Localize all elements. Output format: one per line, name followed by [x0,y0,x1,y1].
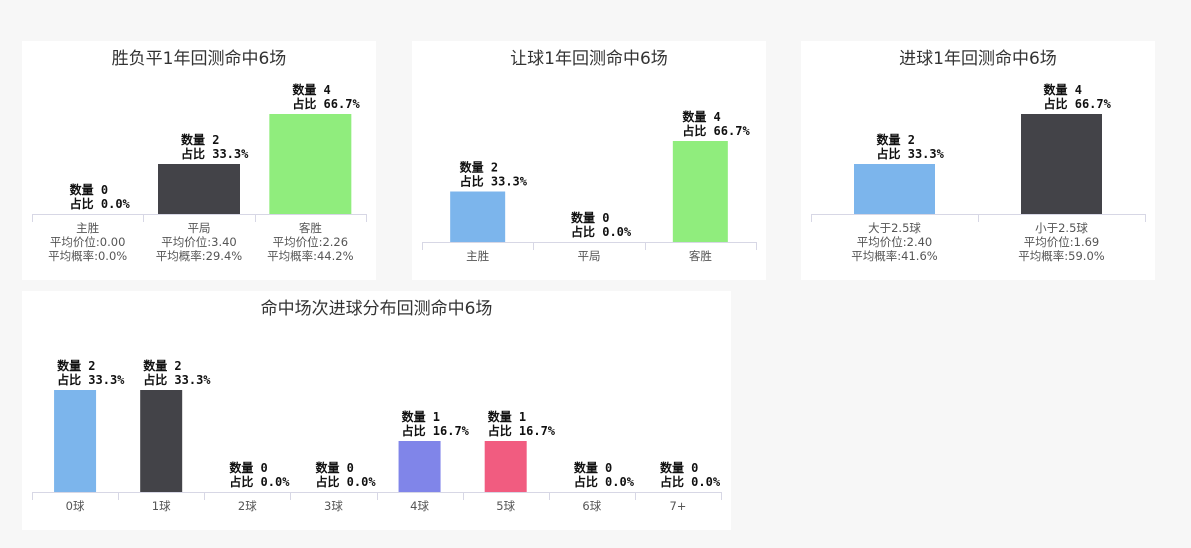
data-label-ratio: 占比 33.3% [143,372,211,387]
x-tick-detail: 平均概率:59.0% [1018,249,1104,263]
x-tick-label: 主胜 [76,221,99,235]
data-label-count: 数量 0 [229,460,267,475]
x-tick-label: 1球 [152,499,171,513]
data-label-ratio: 占比 33.3% [57,372,125,387]
chart-panel-result: 胜负平1年回测命中6场数量 0 占比 0.0% 主胜 平均价位:0.00 平均概率:0.… [22,41,376,280]
data-label-count: 数量 0 [571,210,609,225]
chart-title: 命中场次进球分布回测命中6场 [261,299,493,319]
x-tick-label: 2球 [238,499,257,513]
chart-panel-goals: 进球1年回测命中6场 数量 2 占比 33.3% 大于2.5球 平均价位:2.40 平均概… [801,41,1155,280]
data-label-ratio: 占比 0.0% [571,224,632,239]
x-tick-label: 小于2.5球 [1035,221,1088,235]
x-tick-label: 7+ [669,499,686,513]
x-tick-detail: 平均概率:41.6% [851,249,937,263]
x-tick-detail: 平均概率:44.2% [267,249,353,263]
data-label-ratio: 占比 0.0% [574,474,635,489]
bar[interactable] [672,141,728,242]
chart-panel-distribution: 命中场次进球分布回测命中6场 数量 2 占比 33.3% 0球 数量 2 占比 33.3%… [22,291,731,530]
data-label-count: 数量 2 [877,132,915,147]
data-label-count: 数量 1 [488,409,526,424]
x-tick-detail: 平均价位:1.69 [1024,235,1099,249]
data-label-ratio: 占比 0.0% [70,196,131,211]
data-label-ratio: 占比 33.3% [877,146,945,161]
x-tick-label: 主胜 [466,249,489,263]
bar[interactable] [158,164,240,214]
data-label-count: 数量 2 [143,358,181,373]
x-tick-label: 5球 [496,499,515,513]
x-tick-detail: 平均价位:2.40 [857,235,932,249]
x-tick-detail: 平均价位:0.00 [50,235,125,249]
x-tick-label: 6球 [582,499,601,513]
x-tick-label: 3球 [324,499,343,513]
x-tick-label: 大于2.5球 [868,221,921,235]
bar[interactable] [484,441,527,492]
bar[interactable] [54,390,97,492]
bar[interactable] [854,164,935,214]
x-tick-label: 客胜 [299,221,322,235]
x-tick-label: 4球 [410,499,429,513]
data-label-count: 数量 0 [660,460,698,475]
data-label-count: 数量 0 [315,460,353,475]
data-label-count: 数量 2 [181,132,219,147]
data-label-ratio: 占比 16.7% [488,423,556,438]
chart-title: 胜负平1年回测命中6场 [112,49,287,69]
bar[interactable] [1021,114,1102,214]
data-label-count: 数量 0 [70,182,108,197]
x-tick-label: 平局 [578,249,601,263]
data-label-ratio: 占比 0.0% [229,474,290,489]
x-tick-label: 0球 [66,499,85,513]
data-label-count: 数量 0 [574,460,612,475]
x-tick-label: 客胜 [689,249,712,263]
data-label-ratio: 占比 16.7% [402,423,470,438]
bar[interactable] [398,441,441,492]
data-label-ratio: 占比 66.7% [292,96,360,111]
chart-panel-handicap: 让球1年回测命中6场数量 2 占比 33.3% 主胜 数量 0 占比 0.0% 平局 数量 … [412,41,766,280]
x-tick-detail: 平均概率:0.0% [48,249,127,263]
x-tick-detail: 平均概率:29.4% [156,249,242,263]
bar[interactable] [140,390,183,492]
data-label-count: 数量 1 [402,409,440,424]
bar[interactable] [450,191,506,243]
data-label-count: 数量 2 [460,160,498,175]
data-label-count: 数量 4 [292,82,330,97]
chart-title: 让球1年回测命中6场 [510,49,668,69]
data-label-ratio: 占比 0.0% [660,474,721,489]
data-label-ratio: 占比 0.0% [315,474,376,489]
x-tick-label: 平局 [188,221,211,235]
data-label-ratio: 占比 66.7% [682,123,750,138]
data-label-ratio: 占比 33.3% [460,174,528,189]
bar[interactable] [269,114,352,214]
x-tick-detail: 平均价位:2.26 [273,235,348,249]
chart-title: 进球1年回测命中6场 [899,49,1057,69]
x-tick-detail: 平均价位:3.40 [161,235,236,249]
data-label-ratio: 占比 66.7% [1044,96,1112,111]
data-label-count: 数量 2 [57,358,95,373]
data-label-count: 数量 4 [1044,82,1082,97]
data-label-ratio: 占比 33.3% [181,146,249,161]
data-label-count: 数量 4 [682,109,720,124]
